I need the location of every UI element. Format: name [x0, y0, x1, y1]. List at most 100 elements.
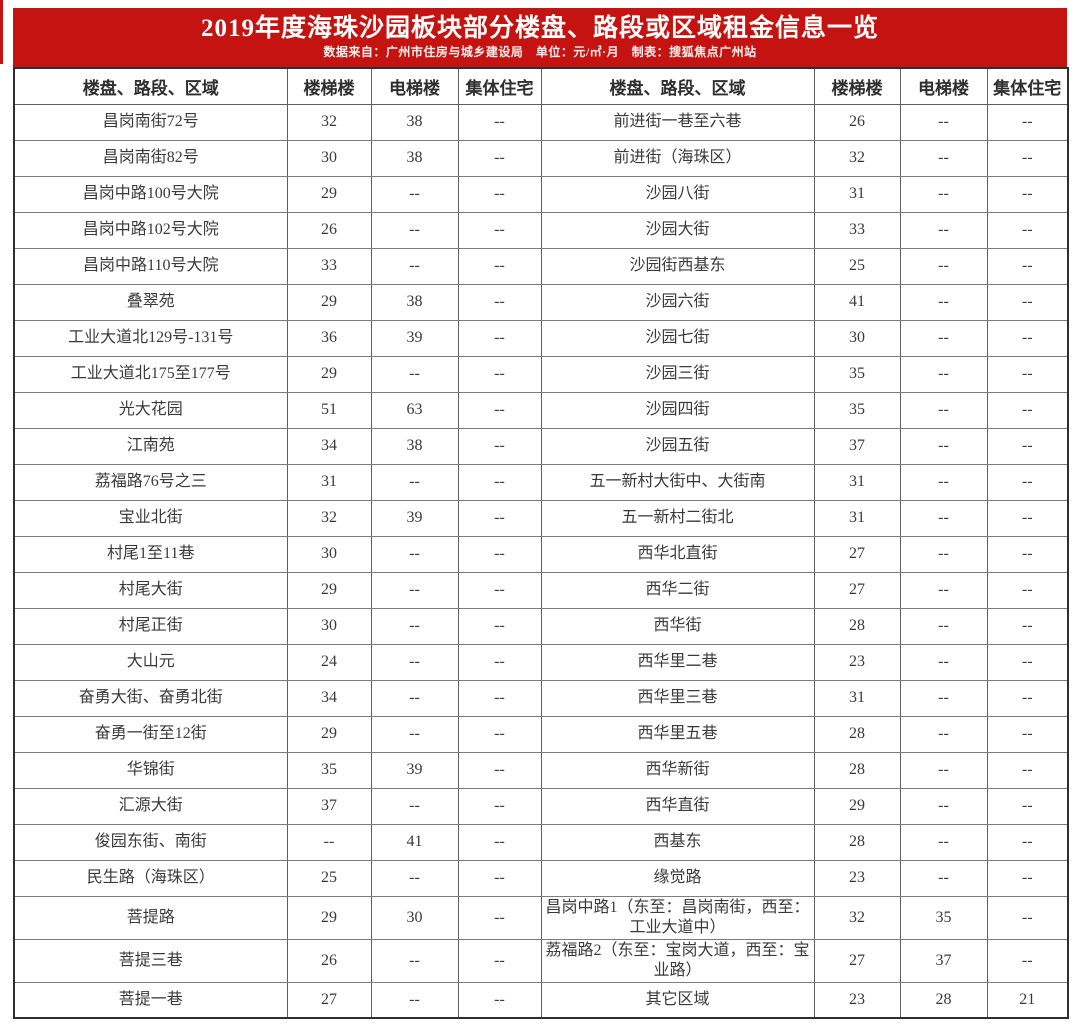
rent-value-cell: 26	[286, 938, 372, 983]
rent-value-cell: --	[986, 643, 1069, 681]
rent-value-cell: --	[457, 355, 542, 393]
rent-value-cell: 32	[286, 103, 372, 141]
rent-value-cell: 31	[286, 463, 372, 501]
rent-value-cell: --	[370, 247, 459, 285]
location-cell: 沙园街西基东	[540, 247, 815, 285]
rent-value-cell: 38	[370, 427, 459, 465]
rent-value-cell: --	[370, 571, 459, 609]
rent-value-cell: --	[370, 787, 459, 825]
location-cell: 西华里五巷	[540, 715, 815, 753]
rent-value-cell: --	[986, 607, 1069, 645]
location-cell: 昌岗南街82号	[13, 139, 288, 177]
rent-value-cell: --	[899, 787, 988, 825]
table-header-row: 楼盘、路段、区域 楼梯楼 电梯楼 集体住宅 楼盘、路段、区域 楼梯楼 电梯楼 集…	[13, 67, 1069, 105]
rent-value-cell: 21	[986, 981, 1069, 1019]
rent-value-cell: --	[986, 571, 1069, 609]
table-row: 工业大道北175至177号 29 -- -- 沙园三街 35 -- --	[13, 355, 1069, 393]
rent-value-cell: --	[457, 938, 542, 983]
location-cell: 前进街（海珠区）	[540, 139, 815, 177]
location-cell: 菩提路	[13, 895, 288, 940]
rent-value-cell: --	[370, 535, 459, 573]
header-collective-right: 集体住宅	[986, 67, 1069, 105]
rent-value-cell: --	[370, 679, 459, 717]
rent-value-cell: --	[899, 535, 988, 573]
location-cell: 西基东	[540, 823, 815, 861]
location-cell: 村尾正街	[13, 607, 288, 645]
rent-table: 楼盘、路段、区域 楼梯楼 电梯楼 集体住宅 楼盘、路段、区域 楼梯楼 电梯楼 集…	[13, 67, 1069, 1019]
location-cell: 五一新村二街北	[540, 499, 815, 537]
location-cell: 村尾大街	[13, 571, 288, 609]
rent-value-cell: 29	[286, 175, 372, 213]
location-cell: 昌岗南街72号	[13, 103, 288, 141]
rent-value-cell: --	[457, 175, 542, 213]
table-row: 大山元 24 -- -- 西华里二巷 23 -- --	[13, 643, 1069, 681]
location-cell: 昌岗中路1（东至：昌岗南街，西至：工业大道中）	[540, 895, 815, 940]
location-cell: 五一新村大街中、大街南	[540, 463, 815, 501]
table-row: 荔福路76号之三 31 -- -- 五一新村大街中、大街南 31 -- --	[13, 463, 1069, 501]
rent-value-cell: --	[457, 643, 542, 681]
header-walkup-right: 楼梯楼	[813, 67, 901, 105]
rent-value-cell: --	[986, 787, 1069, 825]
location-cell: 缘觉路	[540, 859, 815, 897]
location-cell: 西华里二巷	[540, 643, 815, 681]
rent-value-cell: --	[899, 823, 988, 861]
rent-value-cell: --	[899, 751, 988, 789]
rent-value-cell: --	[457, 499, 542, 537]
rent-value-cell: --	[899, 283, 988, 321]
rent-value-cell: --	[899, 643, 988, 681]
location-cell: 奋勇大街、奋勇北街	[13, 679, 288, 717]
rent-value-cell: 39	[370, 751, 459, 789]
rent-value-cell: 51	[286, 391, 372, 429]
rent-value-cell: --	[457, 283, 542, 321]
rent-value-cell: --	[986, 319, 1069, 357]
table-row: 江南苑 34 38 -- 沙园五街 37 -- --	[13, 427, 1069, 465]
table-row: 村尾大街 29 -- -- 西华二街 27 -- --	[13, 571, 1069, 609]
rent-value-cell: --	[899, 571, 988, 609]
location-cell: 沙园八街	[540, 175, 815, 213]
rent-value-cell: --	[986, 139, 1069, 177]
title-banner: 2019年度海珠沙园板块部分楼盘、路段或区域租金信息一览 数据来自：广州市住房与…	[13, 8, 1067, 67]
rent-value-cell: 25	[286, 859, 372, 897]
rent-value-cell: 29	[286, 895, 372, 940]
location-cell: 沙园七街	[540, 319, 815, 357]
table-row: 汇源大街 37 -- -- 西华直街 29 -- --	[13, 787, 1069, 825]
rent-value-cell: --	[370, 715, 459, 753]
rent-value-cell: 28	[813, 751, 901, 789]
rent-value-cell: --	[986, 938, 1069, 983]
location-cell: 沙园大街	[540, 211, 815, 249]
location-cell: 华锦街	[13, 751, 288, 789]
rent-value-cell: --	[286, 823, 372, 861]
table-row: 菩提一巷 27 -- -- 其它区域 23 28 21	[13, 981, 1069, 1019]
location-cell: 沙园五街	[540, 427, 815, 465]
rent-value-cell: 36	[286, 319, 372, 357]
rent-value-cell: --	[986, 247, 1069, 285]
rent-value-cell: --	[457, 981, 542, 1019]
rent-value-cell: 38	[370, 139, 459, 177]
rent-value-cell: 38	[370, 103, 459, 141]
rent-value-cell: 29	[286, 355, 372, 393]
rent-value-cell: --	[457, 787, 542, 825]
location-cell: 俊园东街、南街	[13, 823, 288, 861]
rent-value-cell: 34	[286, 679, 372, 717]
rent-value-cell: --	[899, 499, 988, 537]
rent-value-cell: --	[986, 283, 1069, 321]
rent-value-cell: 26	[813, 103, 901, 141]
rent-value-cell: --	[457, 427, 542, 465]
left-edge-red-strip	[0, 0, 3, 64]
rent-value-cell: 32	[813, 139, 901, 177]
rent-value-cell: --	[899, 211, 988, 249]
rent-value-cell: --	[899, 859, 988, 897]
rent-value-cell: --	[986, 499, 1069, 537]
rent-value-cell: --	[986, 715, 1069, 753]
table-row: 华锦街 35 39 -- 西华新街 28 -- --	[13, 751, 1069, 789]
rent-value-cell: --	[899, 391, 988, 429]
rent-value-cell: 30	[813, 319, 901, 357]
rent-value-cell: --	[457, 319, 542, 357]
header-collective-left: 集体住宅	[457, 67, 542, 105]
rent-value-cell: --	[899, 463, 988, 501]
table-row: 民生路（海珠区） 25 -- -- 缘觉路 23 -- --	[13, 859, 1069, 897]
table-row: 奋勇一街至12街 29 -- -- 西华里五巷 28 -- --	[13, 715, 1069, 753]
location-cell: 汇源大街	[13, 787, 288, 825]
rent-value-cell: 30	[286, 139, 372, 177]
rent-value-cell: 35	[813, 391, 901, 429]
